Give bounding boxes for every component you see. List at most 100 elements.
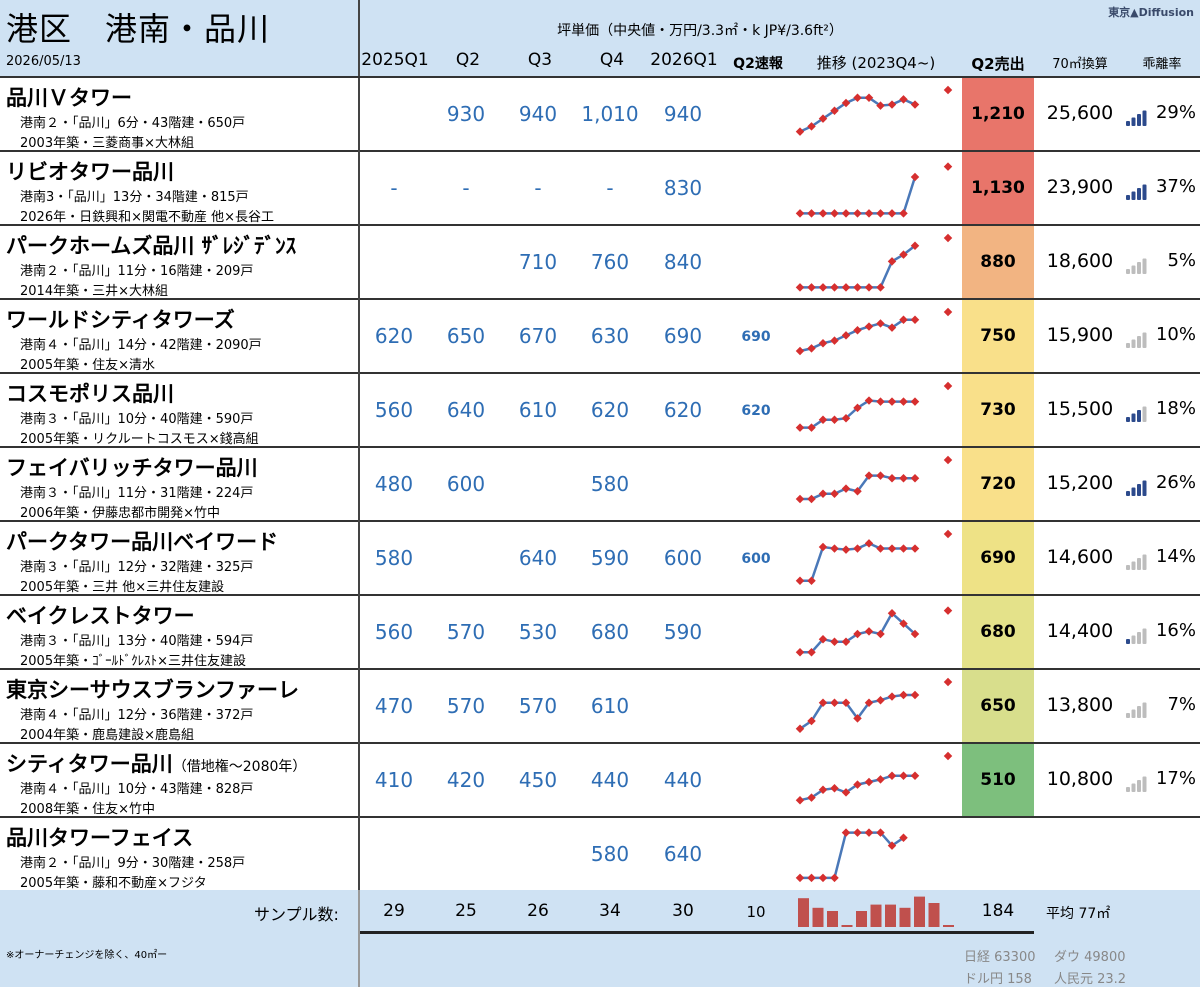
building-name: コスモポリス品川 xyxy=(6,378,174,408)
price-cell: 840 xyxy=(663,250,703,274)
trend-point xyxy=(910,100,920,109)
building-builder-info: 2005年築・リクルートコスモス×錢高組 xyxy=(20,432,259,447)
trend-point xyxy=(795,873,805,883)
price-cell: 940 xyxy=(518,102,558,126)
price-70sqm-cell: 15,900 xyxy=(1046,324,1114,346)
col-header-2025q1: 2025Q1 xyxy=(361,50,429,70)
building-name-text: 品川タワーフェイス xyxy=(6,826,194,850)
table-row[interactable]: ワールドシティタワーズ 港南４・「品川」14分・42階建・2090戸 2005年築・… xyxy=(0,300,1200,374)
signal-bar xyxy=(1126,195,1130,200)
trend-current-point xyxy=(943,233,953,243)
table-row[interactable]: パークホームズ品川 ｻﾞﾚｼﾞﾃﾞﾝｽ 港南２・「品川」11分・16階建・209戸… xyxy=(0,226,1200,300)
unit-label: 坪単価（中央値・万円/3.3㎡・k JP¥/3.6ft²） xyxy=(557,23,843,39)
price-cell: 560 xyxy=(374,398,414,422)
building-cell: リビオタワー品川 港南3・「品川」13分・34階建・815戸 2026年・日鉄興和×… xyxy=(0,152,360,226)
trend-point xyxy=(818,873,828,883)
building-cell: パークホームズ品川 ｻﾞﾚｼﾞﾃﾞﾝｽ 港南２・「品川」11分・16階建・209戸… xyxy=(0,226,360,300)
price-cell: 560 xyxy=(374,620,414,644)
trend-point xyxy=(899,95,908,104)
trend-point xyxy=(899,690,908,700)
building-name-text: コスモポリス品川 xyxy=(6,382,174,406)
price-cell: 620 xyxy=(663,398,703,422)
footer-divider xyxy=(358,890,360,987)
trend-point xyxy=(830,783,839,793)
building-location-info: 港南３・「品川」11分・31階建・224戸 xyxy=(20,486,254,501)
signal-bars-icon xyxy=(1126,258,1147,274)
price-70sqm-cell: 25,600 xyxy=(1046,102,1114,124)
trend-current-point xyxy=(943,381,953,391)
deviation-cell: 26% xyxy=(1155,472,1196,493)
building-builder-info: 2008年築・住友×竹中 xyxy=(20,802,155,817)
table-row[interactable]: リビオタワー品川 港南3・「品川」13分・34階建・815戸 2026年・日鉄興和×… xyxy=(0,152,1200,226)
price-cell: 670 xyxy=(518,324,558,348)
table-row[interactable]: ベイクレストタワー 港南３・「品川」13分・40階建・594戸 2005年築・ｺﾞｰ… xyxy=(0,596,1200,670)
building-cell: 品川タワーフェイス 港南２・「品川」9分・30階建・258戸 2005年築・藤和不動… xyxy=(0,818,360,892)
price-cell: 620 xyxy=(590,398,630,422)
price-cell: - xyxy=(462,176,470,200)
trend-point xyxy=(876,695,885,705)
signal-bars-icon xyxy=(1126,628,1147,644)
signal-bar xyxy=(1131,709,1136,718)
trend-point xyxy=(876,209,885,218)
table-row[interactable]: コスモポリス品川港南３・「品川」10分・40階建・590戸 2005年築・リクルー… xyxy=(0,374,1200,448)
trend-sparkline xyxy=(795,529,953,586)
building-location-info: 港南２・「品川」6分・43階建・650戸 xyxy=(20,116,246,131)
building-name-text: フェイバリッチタワー品川 xyxy=(6,456,258,480)
col-header-q3: Q3 xyxy=(527,50,553,70)
deviation-cell: 10% xyxy=(1155,324,1196,345)
deviation-cell: 7% xyxy=(1167,694,1196,715)
price-70sqm-cell: 15,500 xyxy=(1046,398,1114,420)
trend-point xyxy=(876,471,885,480)
table-row[interactable]: フェイバリッチタワー品川 港南３・「品川」11分・31階建・224戸 2006年築・… xyxy=(0,448,1200,522)
price-cell: 640 xyxy=(446,398,486,422)
sample-bar xyxy=(856,911,867,927)
building-location-info: 港南３・「品川」10分・40階建・590戸 xyxy=(20,412,254,427)
signal-bar xyxy=(1126,787,1130,792)
trend-point xyxy=(853,209,862,218)
trend-point xyxy=(818,542,828,552)
report-date: 2026/05/13 xyxy=(6,54,81,69)
building-name-text: 東京シーサウスブランファーレ xyxy=(6,678,299,702)
q2-sales-cell: 880 xyxy=(962,226,1034,298)
price-cell: 610 xyxy=(518,398,558,422)
price-cell: 530 xyxy=(518,620,558,644)
table-row[interactable]: 品川Ｖタワー 港南２・「品川」6分・43階建・650戸 2003年築・三菱商事×大林… xyxy=(0,78,1200,152)
building-cell: 品川Ｖタワー 港南２・「品川」6分・43階建・650戸 2003年築・三菱商事×大林… xyxy=(0,78,360,152)
trend-point xyxy=(876,544,885,553)
trend-current-point xyxy=(943,751,953,761)
building-name-text: 品川Ｖタワー xyxy=(6,86,132,110)
trend-point xyxy=(807,873,816,883)
trend-current-point xyxy=(943,455,953,465)
trend-point xyxy=(864,209,874,218)
table-row[interactable]: パークタワー品川ベイワード 港南３・「品川」12分・32階建・325戸 2005年築… xyxy=(0,522,1200,596)
trend-point xyxy=(795,209,805,218)
trend-point xyxy=(864,322,874,331)
signal-bar xyxy=(1137,780,1141,792)
header-divider xyxy=(0,76,1200,78)
usd-jpy-rate: ドル円 158 xyxy=(964,972,1032,987)
trend-point xyxy=(830,336,839,345)
sample-q2: 25 xyxy=(455,901,477,921)
building-name-text: ワールドシティタワーズ xyxy=(6,308,235,332)
col-header-q2: Q2 xyxy=(455,50,481,70)
trend-point xyxy=(910,172,920,182)
deviation-cell: 16% xyxy=(1155,620,1196,641)
table-row[interactable]: シティタワー品川（借地権〜2080年） 港南４・「品川」10分・43階建・828戸… xyxy=(0,744,1200,818)
signal-bar xyxy=(1131,635,1136,644)
signal-bar xyxy=(1131,487,1136,496)
signal-bar xyxy=(1137,558,1141,570)
signal-bar xyxy=(1126,269,1130,274)
sample-count-label: サンプル数: xyxy=(254,905,339,924)
q2-sales-cell: 1,130 xyxy=(962,152,1034,224)
price-cell: 590 xyxy=(590,546,630,570)
trend-point xyxy=(807,576,816,586)
trend-point xyxy=(910,473,920,483)
table-row[interactable]: 品川タワーフェイス 港南２・「品川」9分・30階建・258戸 2005年築・藤和不動… xyxy=(0,818,1200,892)
table-row[interactable]: 東京シーサウスブランファーレ 港南４・「品川」12分・36階建・372戸 2004年… xyxy=(0,670,1200,744)
col-header-2026q1: 2026Q1 xyxy=(650,50,718,70)
building-name-text: パークホームズ品川 ｻﾞﾚｼﾞﾃﾞﾝｽ xyxy=(6,234,297,258)
signal-bars-icon xyxy=(1126,554,1147,570)
q2-sales-cell: 1,210 xyxy=(962,78,1034,150)
trend-point xyxy=(887,209,897,218)
q2-flash-cell: 690 xyxy=(741,329,771,345)
